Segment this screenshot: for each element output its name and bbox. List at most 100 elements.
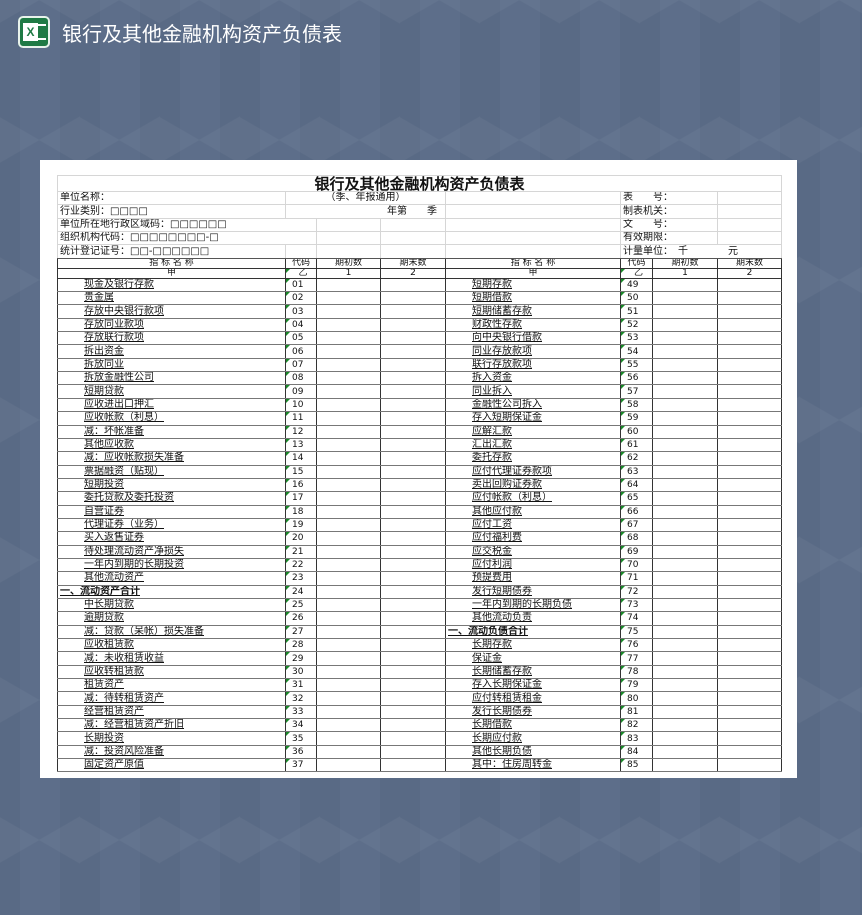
end-value-cell[interactable] <box>716 637 783 653</box>
end-value-cell[interactable] <box>716 277 783 293</box>
item-code[interactable]: 75 <box>620 624 653 640</box>
begin-value-cell[interactable] <box>652 517 718 533</box>
end-value-cell[interactable] <box>716 718 783 733</box>
begin-value-cell[interactable] <box>316 704 381 720</box>
begin-value-cell[interactable] <box>316 424 381 439</box>
end-value-cell[interactable] <box>380 384 446 399</box>
item-code[interactable]: 56 <box>620 371 653 386</box>
item-name[interactable]: 应收租赁款 <box>57 637 286 653</box>
begin-value-cell[interactable] <box>652 571 718 586</box>
item-name[interactable]: 其他应付款 <box>445 504 621 519</box>
begin-value-cell[interactable] <box>652 691 718 706</box>
begin-value-cell[interactable] <box>652 678 718 693</box>
item-name[interactable]: 存放中央银行款项 <box>57 304 286 319</box>
item-code[interactable]: 71 <box>620 571 653 586</box>
item-name[interactable]: 现金及银行存款 <box>57 277 286 293</box>
item-code[interactable]: 58 <box>620 397 653 413</box>
end-value-cell[interactable] <box>380 411 446 426</box>
item-name[interactable]: 联行存放款项 <box>445 357 621 373</box>
item-code[interactable]: 83 <box>620 731 653 746</box>
begin-value-cell[interactable] <box>316 304 381 319</box>
item-code[interactable]: 85 <box>620 758 653 773</box>
cell[interactable] <box>285 244 317 259</box>
item-code[interactable]: 11 <box>285 411 317 426</box>
item-code[interactable]: 66 <box>620 504 653 519</box>
begin-value-cell[interactable] <box>652 491 718 506</box>
item-name[interactable]: 一、流动负债合计 <box>445 624 621 640</box>
end-value-cell[interactable] <box>716 424 783 439</box>
end-value-cell[interactable] <box>716 504 783 519</box>
end-value-cell[interactable] <box>716 664 783 680</box>
item-name[interactable]: 应付工资 <box>445 517 621 533</box>
item-code[interactable]: 25 <box>285 597 317 613</box>
end-value-cell[interactable] <box>716 597 783 613</box>
begin-value-cell[interactable] <box>652 611 718 626</box>
item-code[interactable]: 10 <box>285 397 317 413</box>
item-name[interactable]: 减：待转租赁资产 <box>57 691 286 706</box>
item-name[interactable]: 减：贷款（呆帐）损失准备 <box>57 624 286 640</box>
begin-value-cell[interactable] <box>316 371 381 386</box>
end-value-cell[interactable] <box>380 664 446 680</box>
item-code[interactable]: 72 <box>620 584 653 599</box>
item-code[interactable]: 33 <box>285 704 317 720</box>
begin-value-cell[interactable] <box>652 744 718 760</box>
item-name[interactable]: 发行长期债券 <box>445 704 621 720</box>
begin-value-cell[interactable] <box>316 357 381 373</box>
begin-value-cell[interactable] <box>652 531 718 546</box>
begin-value-cell[interactable] <box>316 517 381 533</box>
item-code[interactable]: 82 <box>620 718 653 733</box>
item-code[interactable]: 12 <box>285 424 317 439</box>
begin-value-cell[interactable] <box>316 437 381 453</box>
end-value-cell[interactable] <box>716 584 783 599</box>
end-value-cell[interactable] <box>716 477 783 493</box>
item-code[interactable]: 65 <box>620 491 653 506</box>
begin-value-cell[interactable] <box>652 758 718 773</box>
end-value-cell[interactable] <box>716 557 783 573</box>
item-code[interactable]: 21 <box>285 544 317 559</box>
item-name[interactable]: 贵金属 <box>57 291 286 306</box>
item-name[interactable]: 固定资产原值 <box>57 758 286 773</box>
info-form-no[interactable]: 表 号： <box>620 190 718 206</box>
item-name[interactable]: 长期储蓄存款 <box>445 664 621 680</box>
item-code[interactable]: 17 <box>285 491 317 506</box>
item-name[interactable]: 向中央银行借款 <box>445 331 621 346</box>
begin-value-cell[interactable] <box>316 411 381 426</box>
item-code[interactable]: 50 <box>620 291 653 306</box>
item-name[interactable]: 卖出回购证券款 <box>445 477 621 493</box>
item-code[interactable]: 20 <box>285 531 317 546</box>
item-name[interactable]: 存放同业款项 <box>57 317 286 333</box>
item-code[interactable]: 29 <box>285 651 317 666</box>
item-code[interactable]: 07 <box>285 357 317 373</box>
item-name[interactable]: 委托贷款及委托投资 <box>57 491 286 506</box>
end-value-cell[interactable] <box>380 437 446 453</box>
end-value-cell[interactable] <box>380 371 446 386</box>
item-name[interactable]: 应解汇款 <box>445 424 621 439</box>
item-name[interactable]: 其他长期负债 <box>445 744 621 760</box>
begin-value-cell[interactable] <box>316 744 381 760</box>
item-code[interactable]: 53 <box>620 331 653 346</box>
end-value-cell[interactable] <box>716 357 783 373</box>
item-name[interactable]: 同业存放款项 <box>445 344 621 359</box>
item-name[interactable]: 长期存款 <box>445 637 621 653</box>
item-code[interactable]: 16 <box>285 477 317 493</box>
end-value-cell[interactable] <box>716 624 783 640</box>
begin-value-cell[interactable] <box>652 331 718 346</box>
item-code[interactable]: 18 <box>285 504 317 519</box>
item-code[interactable]: 35 <box>285 731 317 746</box>
end-value-cell[interactable] <box>380 544 446 559</box>
end-value-cell[interactable] <box>716 464 783 479</box>
begin-value-cell[interactable] <box>316 571 381 586</box>
end-value-cell[interactable] <box>380 304 446 319</box>
begin-value-cell[interactable] <box>316 451 381 466</box>
begin-value-cell[interactable] <box>652 397 718 413</box>
item-code[interactable]: 01 <box>285 277 317 293</box>
item-name[interactable]: 拆放金融性公司 <box>57 371 286 386</box>
item-name[interactable]: 应交税金 <box>445 544 621 559</box>
item-name[interactable]: 中长期贷款 <box>57 597 286 613</box>
item-name[interactable]: 应收进出口押汇 <box>57 397 286 413</box>
end-value-cell[interactable] <box>716 317 783 333</box>
info-industry[interactable]: 行业类别：□□□□ <box>57 204 286 219</box>
item-name[interactable]: 短期贷款 <box>57 384 286 399</box>
end-value-cell[interactable] <box>380 357 446 373</box>
begin-value-cell[interactable] <box>316 384 381 399</box>
